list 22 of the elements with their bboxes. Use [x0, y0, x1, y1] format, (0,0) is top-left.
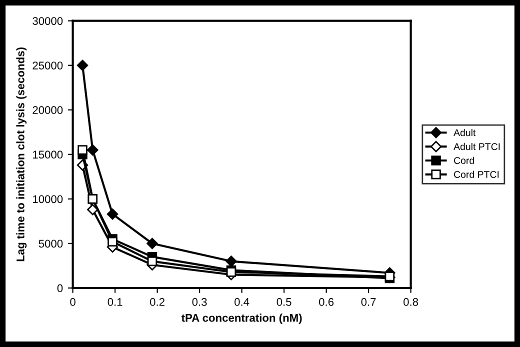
x-tick-label: 0.6: [319, 298, 334, 306]
legend-label: Adult: [454, 128, 476, 136]
x-tick-label: 0.4: [234, 298, 250, 306]
x-tick-label: 0: [70, 298, 76, 306]
x-axis-title: tPA concentration (nM): [181, 314, 302, 324]
y-tick-label: 0: [57, 284, 63, 292]
x-tick-label: 0.3: [192, 298, 207, 306]
legend-label: Adult PTCI: [454, 142, 500, 150]
legend-label: Cord: [454, 156, 474, 164]
x-tick-label: 0.2: [150, 298, 164, 306]
x-tick-label: 0.5: [276, 298, 292, 306]
x-tick-label: 0.8: [404, 298, 418, 306]
y-tick-label: 10000: [33, 195, 63, 204]
x-tick-label: 0.1: [108, 298, 122, 306]
y-axis-title: Lag time to initiation clot lysis (seconds): [16, 48, 27, 262]
y-tick-label: 25000: [32, 62, 63, 70]
y-tick-label: 20000: [32, 106, 63, 114]
y-tick-label: 30000: [32, 17, 63, 25]
legend-label: Cord PTCI: [454, 170, 499, 178]
x-tick-label: 0.7: [361, 298, 376, 306]
y-tick-label: 5000: [38, 240, 63, 248]
y-tick-label: 15000: [33, 150, 63, 159]
